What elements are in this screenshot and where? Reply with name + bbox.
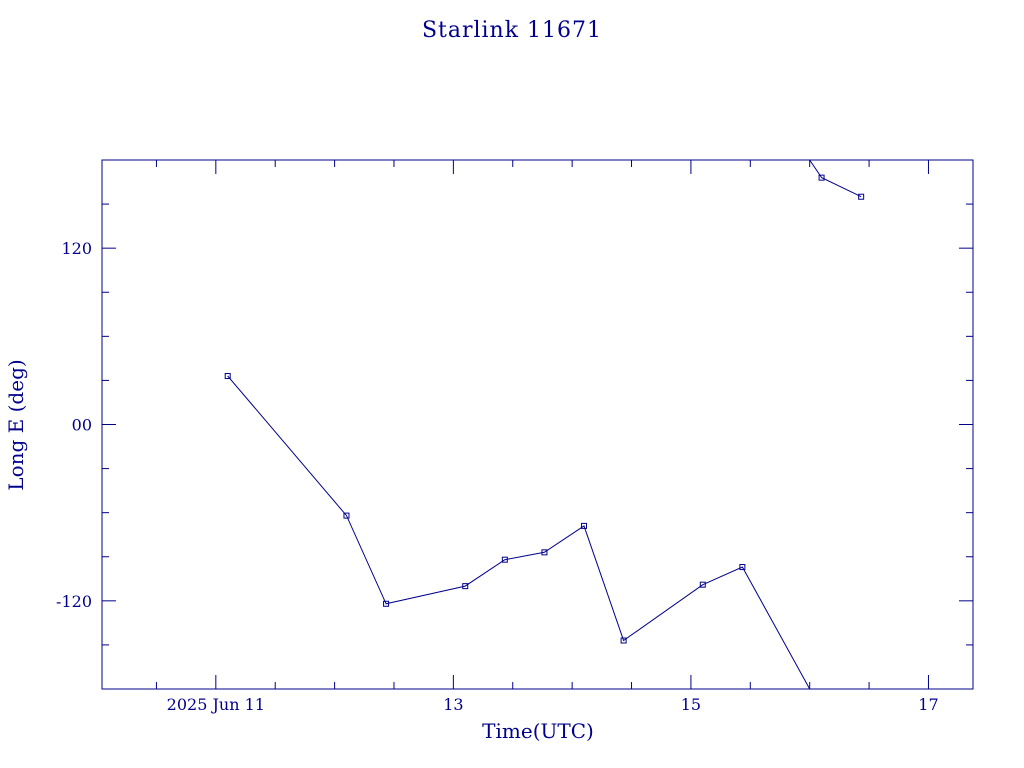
series-layer <box>224 159 865 690</box>
data-point <box>858 193 865 200</box>
data-point <box>501 556 508 563</box>
y-axis-tick-labels: 120 00 -120 <box>56 239 92 611</box>
series-line-1 <box>227 375 811 690</box>
data-point <box>620 637 627 644</box>
data-point <box>224 373 231 380</box>
data-point <box>541 549 548 556</box>
y-tick-label: 00 <box>72 416 92 435</box>
data-point <box>462 583 469 590</box>
data-point <box>581 522 588 529</box>
data-point <box>343 512 350 519</box>
data-point <box>699 581 706 588</box>
x-tick-label: 17 <box>918 695 938 714</box>
data-point <box>383 600 390 607</box>
y-tick-label: -120 <box>56 592 92 611</box>
x-axis-tick-labels: 2025 Jun 11 13 15 17 <box>167 695 939 714</box>
series-line-2 <box>809 159 862 198</box>
data-point <box>739 564 746 571</box>
chart-title: Starlink 11671 <box>422 18 602 43</box>
x-tick-label: 2025 Jun 11 <box>167 695 265 714</box>
y-tick-label: 120 <box>61 239 92 258</box>
x-axis-label: Time(UTC) <box>482 719 594 743</box>
y-axis-label: Long E (deg) <box>4 359 28 490</box>
y-axis-ticks <box>102 203 973 646</box>
plot-frame <box>101 159 974 690</box>
x-tick-label: 13 <box>443 695 463 714</box>
data-point <box>818 174 825 181</box>
x-tick-label: 15 <box>681 695 701 714</box>
x-axis-ticks <box>155 160 929 689</box>
